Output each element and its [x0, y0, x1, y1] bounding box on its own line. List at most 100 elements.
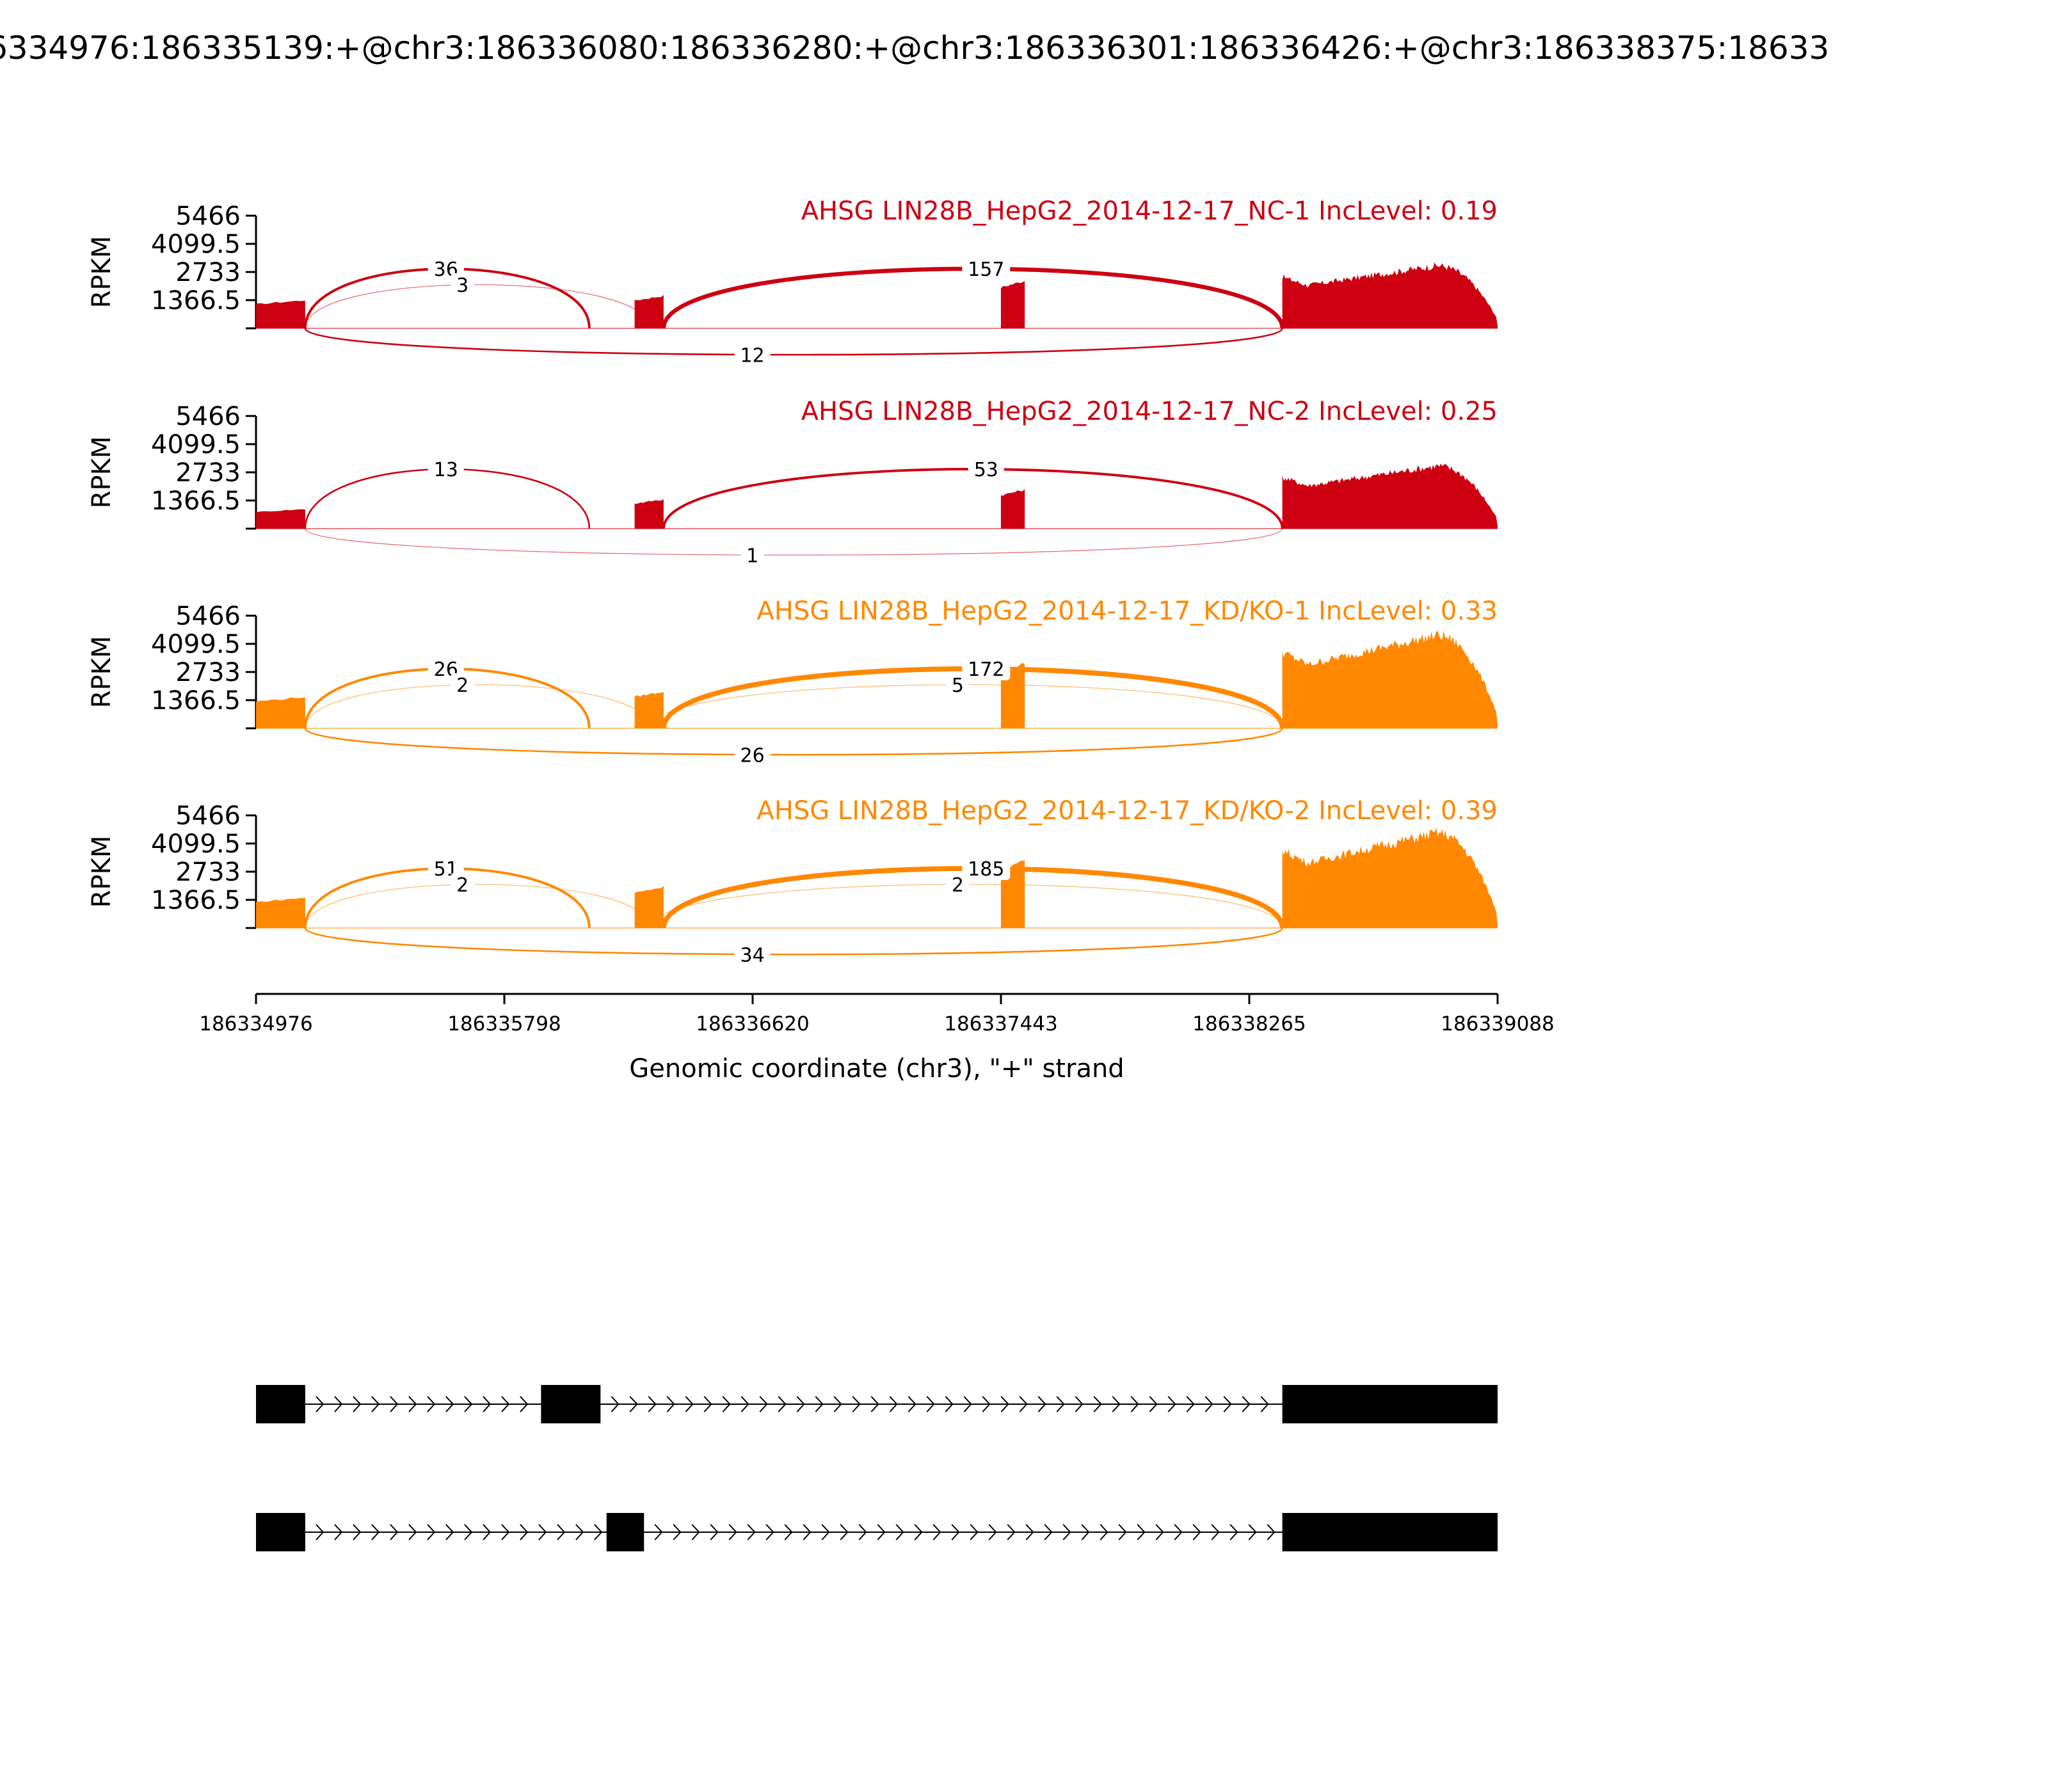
strand-arrow	[852, 1396, 861, 1412]
strand-arrow	[926, 1396, 935, 1412]
coverage-block	[1000, 489, 1025, 529]
junction-count-box	[962, 257, 1011, 280]
strand-arrow	[1130, 1396, 1139, 1412]
strand-arrow	[334, 1396, 343, 1412]
strand-arrow	[1229, 1524, 1238, 1540]
isoform-1	[256, 1385, 1498, 1423]
exon-block	[256, 1385, 305, 1423]
strand-arrow	[728, 1524, 737, 1540]
strand-arrow	[858, 1524, 867, 1540]
strand-arrow	[1019, 1396, 1028, 1412]
junction-count: 172	[968, 659, 1004, 681]
junction-count: 2	[952, 874, 964, 897]
strand-arrow	[765, 1524, 774, 1540]
strand-arrow	[575, 1524, 584, 1540]
junction-count-box	[945, 673, 970, 696]
strand-arrow	[464, 1396, 473, 1412]
strand-arrow	[483, 1396, 492, 1412]
coverage-block	[634, 499, 664, 529]
strand-arrow	[1223, 1396, 1232, 1412]
junction-count-box	[962, 857, 1011, 880]
junction-count-box	[740, 543, 765, 567]
junction-count-box	[962, 657, 1011, 680]
junction-arc	[304, 927, 1283, 956]
junction-arc	[305, 284, 650, 329]
strand-arrow	[1075, 1396, 1084, 1412]
sample-label: AHSG LIN28B_HepG2_2014-12-17_NC-1 IncLev…	[801, 196, 1498, 226]
y-tick-label: 1366.5	[151, 886, 241, 915]
junction-arc	[304, 728, 1283, 756]
y-tick-label: 4099.5	[151, 630, 241, 659]
strand-arrow	[815, 1396, 824, 1412]
x-tick-label: 186337443	[944, 1012, 1058, 1036]
strand-arrow	[1267, 1524, 1276, 1540]
strand-arrow	[1062, 1524, 1071, 1540]
strand-arrow	[334, 1524, 343, 1540]
strand-arrow	[1186, 1396, 1195, 1412]
strand-arrow	[722, 1396, 731, 1412]
x-axis-label: Genomic coordinate (chr3), "+" strand	[629, 1054, 1124, 1084]
strand-arrow	[1260, 1396, 1269, 1412]
strand-arrow	[740, 1396, 749, 1412]
junction-arc	[304, 328, 1283, 356]
strand-arrow	[611, 1396, 620, 1412]
strand-arrow	[1137, 1524, 1146, 1540]
strand-arrow	[982, 1396, 991, 1412]
junction-count-box	[428, 458, 464, 481]
strand-arrow	[371, 1524, 380, 1540]
junction-count-box	[451, 673, 475, 696]
strand-arrow	[408, 1396, 417, 1412]
coverage-block	[256, 301, 305, 328]
strand-arrow	[895, 1524, 904, 1540]
y-tick-label: 1366.5	[151, 286, 241, 316]
coverage-block	[1282, 630, 1498, 728]
junction-count: 3	[456, 275, 468, 297]
junction-count: 5	[952, 675, 964, 697]
strand-arrow	[538, 1524, 547, 1540]
junction-count: 26	[740, 744, 765, 767]
strand-arrow	[501, 1396, 510, 1412]
strand-arrow	[1100, 1524, 1108, 1540]
strand-arrow	[840, 1524, 849, 1540]
strand-arrow	[691, 1524, 700, 1540]
strand-arrow	[648, 1396, 657, 1412]
strand-arrow	[464, 1524, 473, 1540]
strand-arrow	[483, 1524, 492, 1540]
junction-arc	[305, 528, 1283, 556]
strand-arrow	[520, 1396, 529, 1412]
strand-arrow	[945, 1396, 954, 1412]
coverage-block	[1282, 828, 1498, 928]
strand-arrow	[390, 1524, 399, 1540]
sample-label: AHSG LIN28B_HepG2_2014-12-17_KD/KO-1 Inc…	[756, 596, 1498, 626]
sample-label: AHSG LIN28B_HepG2_2014-12-17_KD/KO-2 Inc…	[756, 796, 1498, 826]
strand-arrow	[520, 1524, 529, 1540]
x-axis: 186334976 186335798 186336620 186337443 1863…	[199, 993, 1555, 1036]
y-tick-label: 2733	[175, 258, 241, 287]
isoform-tracks	[256, 1385, 1498, 1551]
coverage-block	[1282, 463, 1498, 529]
strand-arrow	[1248, 1524, 1257, 1540]
y-tick-label: 4099.5	[151, 230, 241, 259]
figure-title: 6334976:186335139:+@chr3:186336080:18633…	[0, 29, 1829, 67]
exon-block	[256, 1513, 305, 1551]
y-tick-label: 2733	[175, 858, 241, 887]
strand-arrow	[778, 1396, 787, 1412]
junction-count: 157	[968, 259, 1004, 281]
strand-arrow	[889, 1396, 898, 1412]
strand-arrow	[1149, 1396, 1158, 1412]
strand-arrow	[427, 1524, 436, 1540]
junction-count: 2	[456, 675, 468, 697]
junction-count-box	[734, 743, 771, 767]
strand-arrow	[1204, 1396, 1213, 1412]
strand-arrow	[390, 1396, 399, 1412]
x-tick-label: 186336620	[696, 1012, 810, 1036]
coverage-block	[1282, 262, 1498, 328]
y-tick-label: 2733	[175, 658, 241, 687]
strand-arrow	[703, 1396, 712, 1412]
coverage-block	[256, 697, 305, 728]
strand-arrow	[445, 1396, 454, 1412]
junction-count-box	[451, 273, 475, 296]
